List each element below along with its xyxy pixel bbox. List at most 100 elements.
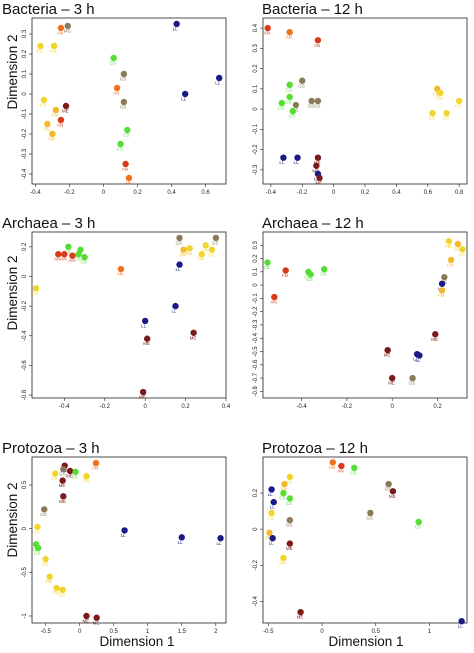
point-label: AN <box>270 300 276 305</box>
data-point <box>289 107 297 115</box>
point-label: CS <box>455 104 461 109</box>
data-point <box>441 273 448 281</box>
panel-title: Protozoa – 12 h <box>262 440 368 457</box>
point-label: FM <box>48 137 55 142</box>
y-tick-label: 0.1 <box>22 69 28 78</box>
data-point <box>266 529 273 536</box>
data-point <box>202 242 209 249</box>
point-label: LL <box>173 27 179 32</box>
point-label: LL <box>217 541 223 546</box>
point-label: AN <box>113 91 119 96</box>
data-point <box>180 246 187 253</box>
data-point <box>314 97 322 105</box>
point-label: ME <box>384 353 391 358</box>
y-tick-label: -0.6 <box>22 360 28 371</box>
point-label: CS <box>208 252 214 257</box>
data-point <box>264 259 271 266</box>
data-point <box>208 246 216 253</box>
x-tick-label: -0.2 <box>342 404 353 410</box>
point-label: AN <box>282 273 288 278</box>
point-label: LL <box>121 533 127 538</box>
point-label: AN <box>117 272 123 277</box>
point-label: CS <box>42 562 48 567</box>
data-point <box>286 516 294 524</box>
y-tick-label: 0.2 <box>22 49 28 58</box>
point-label: ME <box>314 160 321 165</box>
scatter-panel-5: Protozoa – 3 h-0.500.511.52-1-0.500.5MEG… <box>2 440 227 635</box>
point-label: ME <box>431 337 438 342</box>
point-label: CS <box>278 106 284 111</box>
y-tick-label: 0.3 <box>253 44 259 53</box>
point-label: AN <box>125 181 131 186</box>
point-label: FM <box>53 591 60 596</box>
point-label: LL <box>268 492 274 497</box>
data-point <box>271 293 278 301</box>
point-label: LL <box>141 323 147 328</box>
point-label: ME <box>93 620 100 625</box>
x-tick-label: 1.5 <box>178 629 187 635</box>
data-point <box>113 84 121 92</box>
point-label: ME <box>59 499 66 504</box>
point-label: CS <box>72 474 78 479</box>
x-tick-label: -0.2 <box>64 190 75 196</box>
point-label: CS <box>286 501 292 506</box>
point-label: ME <box>143 341 150 346</box>
data-point <box>454 240 462 248</box>
data-point <box>294 154 301 161</box>
point-label: CS <box>202 248 208 253</box>
data-point <box>409 374 416 382</box>
point-label: CS <box>268 515 274 520</box>
data-point <box>389 374 396 382</box>
y-tick-label: -0.7 <box>253 372 259 383</box>
y-tick-label: -0.2 <box>22 300 28 311</box>
point-label: GS <box>286 523 293 528</box>
data-point <box>286 28 293 36</box>
data-point <box>55 251 62 258</box>
point-label: LL <box>294 160 300 165</box>
y-tick-label: 0.2 <box>253 254 259 263</box>
data-point <box>59 586 66 593</box>
data-point <box>173 20 180 28</box>
x-tick-label: -0.4 <box>30 190 41 196</box>
data-point <box>429 109 436 117</box>
point-label: CS <box>264 265 270 270</box>
data-point <box>53 584 60 592</box>
data-point <box>125 174 133 182</box>
y-tick-label: 0 <box>253 283 259 287</box>
data-point <box>46 573 53 580</box>
point-label: ME <box>286 546 293 551</box>
x-tick-label: -0.2 <box>100 404 111 410</box>
panel-title: Archaea – 3 h <box>2 215 95 232</box>
x-tick-label: 0 <box>320 629 324 635</box>
point-label: CS <box>32 547 38 552</box>
point-label: CS <box>43 127 49 132</box>
plot-frame <box>262 231 468 399</box>
data-point <box>121 527 128 534</box>
y-tick-label: 0 <box>22 92 28 96</box>
data-point <box>314 37 322 44</box>
data-point <box>120 98 128 106</box>
y-tick-label: 0.4 <box>253 23 259 32</box>
data-point <box>455 97 463 105</box>
x-tick-label: -0.4 <box>266 190 277 196</box>
y-tick-label: -0.1 <box>22 108 28 119</box>
data-point <box>176 234 183 242</box>
point-label: GS <box>212 240 219 245</box>
point-label: AN <box>337 469 343 474</box>
point-label: FM <box>279 561 286 566</box>
point-label: CS <box>74 257 80 262</box>
point-label: LL <box>178 540 184 545</box>
data-point <box>286 495 294 502</box>
y-tick-label: -0.3 <box>253 164 259 175</box>
point-label: LL <box>176 267 182 272</box>
x-axis-label-left: Dimension 1 <box>99 634 174 649</box>
y-tick-label: -0.1 <box>253 124 259 135</box>
data-point <box>122 160 129 168</box>
x-tick-label: 0 <box>391 404 395 410</box>
data-point <box>186 245 193 252</box>
point-label: CS <box>279 496 285 501</box>
scatter-panel-1: Bacteria – 3 h -0.4 -0.2 0 0.2 0.4 0.6 -0.4 -0.3… <box>2 1 227 196</box>
point-label: ME <box>297 615 304 620</box>
data-point <box>459 246 466 253</box>
point-label: CS <box>350 470 356 475</box>
